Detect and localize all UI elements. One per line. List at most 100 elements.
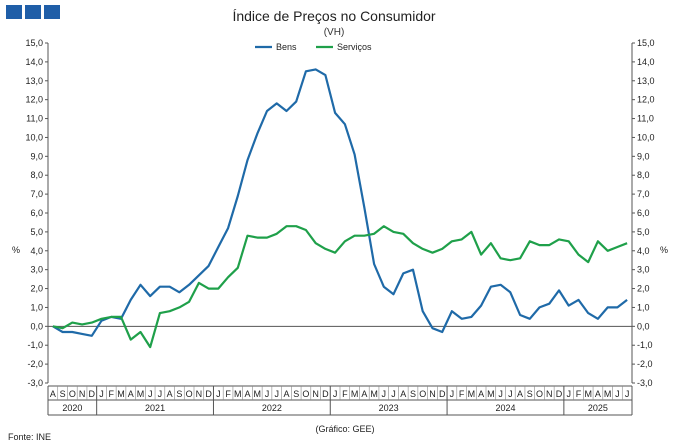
month-label: J [99, 389, 104, 399]
month-label: O [302, 389, 309, 399]
month-label: S [60, 389, 66, 399]
month-label: M [487, 389, 495, 399]
year-label: 2023 [379, 403, 399, 413]
month-label: A [517, 389, 523, 399]
month-label: J [216, 389, 221, 399]
y-tick-label-right: 13,0 [637, 76, 655, 86]
month-label: J [382, 389, 387, 399]
chart-subtitle: (VH) [324, 27, 345, 38]
month-label: M [137, 389, 145, 399]
month-label: S [293, 389, 299, 399]
legend-label-servicos: Serviços [337, 42, 372, 52]
month-label: S [410, 389, 416, 399]
y-tick-label-left: 15,0 [25, 38, 43, 48]
month-label: J [566, 389, 571, 399]
month-label: M [351, 389, 359, 399]
axes: -3,0 -3,0 -2,0 -2,0 -1,0 -1,0 0,0 0,0 1,0 1,0 2,0 2… [25, 38, 655, 416]
legend-label-bens: Bens [276, 42, 297, 52]
month-label: F [342, 389, 348, 399]
y-tick-label-left: 13,0 [25, 76, 43, 86]
y-tick-label-right: 4,0 [637, 246, 650, 256]
month-label: J [148, 389, 153, 399]
source-note: Fonte: INE [8, 432, 51, 442]
y-tick-label-right: -1,0 [637, 340, 653, 350]
y-tick-label-right: 9,0 [637, 151, 650, 161]
month-label: J [333, 389, 338, 399]
month-label: O [419, 389, 426, 399]
y-tick-label-left: -2,0 [27, 359, 43, 369]
month-label: F [225, 389, 231, 399]
header-blocks [6, 5, 60, 19]
month-label: A [595, 389, 601, 399]
month-label: J [158, 389, 163, 399]
y-tick-label-left: 0,0 [30, 321, 43, 331]
y-tick-label-left: 9,0 [30, 151, 43, 161]
y-tick-label-left: 4,0 [30, 246, 43, 256]
month-label: N [546, 389, 553, 399]
month-label: A [50, 389, 56, 399]
header-block [44, 5, 60, 19]
month-label: D [89, 389, 96, 399]
y-tick-label-left: 12,0 [25, 95, 43, 105]
y-tick-label-left: 14,0 [25, 57, 43, 67]
month-label: O [186, 389, 193, 399]
month-label: A [478, 389, 484, 399]
month-label: D [205, 389, 212, 399]
month-label: N [312, 389, 319, 399]
y-axis-label-right: % [660, 245, 668, 255]
year-label: 2024 [495, 403, 515, 413]
y-tick-label-left: 8,0 [30, 170, 43, 180]
month-label: J [508, 389, 513, 399]
y-tick-label-left: -3,0 [27, 378, 43, 388]
y-tick-label-left: -1,0 [27, 340, 43, 350]
y-tick-label-right: 15,0 [637, 38, 655, 48]
month-label: N [429, 389, 436, 399]
month-label: M [254, 389, 262, 399]
month-label: J [498, 389, 503, 399]
y-tick-label-right: 7,0 [637, 189, 650, 199]
month-label: O [536, 389, 543, 399]
month-label: A [361, 389, 367, 399]
y-tick-label-right: 1,0 [637, 302, 650, 312]
y-tick-label-right: 10,0 [637, 132, 655, 142]
month-label: M [370, 389, 378, 399]
month-label: A [128, 389, 134, 399]
y-tick-label-right: 0,0 [637, 321, 650, 331]
y-tick-label-left: 7,0 [30, 189, 43, 199]
y-tick-label-left: 3,0 [30, 265, 43, 275]
month-label: J [450, 389, 455, 399]
month-label: F [576, 389, 582, 399]
series-line-bens [52, 68, 628, 337]
y-tick-label-right: 11,0 [637, 114, 654, 124]
y-tick-label-right: 12,0 [637, 95, 655, 105]
month-label: S [176, 389, 182, 399]
y-tick-label-left: 2,0 [30, 284, 43, 294]
month-label: S [527, 389, 533, 399]
y-tick-label-left: 6,0 [30, 208, 43, 218]
y-tick-label-right: -2,0 [637, 359, 653, 369]
month-label: N [79, 389, 86, 399]
month-label: D [439, 389, 446, 399]
month-label: D [322, 389, 329, 399]
year-label: 2025 [588, 403, 608, 413]
year-label: 2021 [145, 403, 165, 413]
month-label: M [468, 389, 476, 399]
month-label: M [584, 389, 592, 399]
y-tick-label-right: -3,0 [637, 378, 653, 388]
series-line-servicos [52, 225, 628, 349]
y-tick-label-left: 10,0 [25, 132, 43, 142]
month-label: J [274, 389, 279, 399]
month-label: J [265, 389, 270, 399]
credit-note: (Gráfico: GEE) [315, 424, 374, 434]
month-label: O [69, 389, 76, 399]
month-label: A [283, 389, 289, 399]
header-block [25, 5, 41, 19]
series-layer [52, 68, 628, 349]
month-label: M [604, 389, 612, 399]
y-tick-label-right: 6,0 [637, 208, 650, 218]
y-tick-label-left: 1,0 [30, 302, 43, 312]
month-label: M [234, 389, 242, 399]
y-tick-label-right: 14,0 [637, 57, 655, 67]
month-label: N [196, 389, 203, 399]
